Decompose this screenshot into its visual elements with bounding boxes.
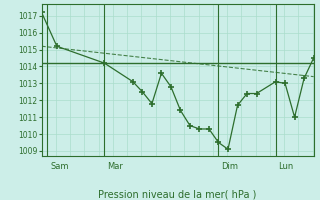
Text: Dim: Dim (221, 162, 238, 171)
Text: Sam: Sam (50, 162, 69, 171)
Text: Mar: Mar (107, 162, 123, 171)
Text: Pression niveau de la mer( hPa ): Pression niveau de la mer( hPa ) (99, 189, 257, 199)
Text: Lun: Lun (278, 162, 294, 171)
